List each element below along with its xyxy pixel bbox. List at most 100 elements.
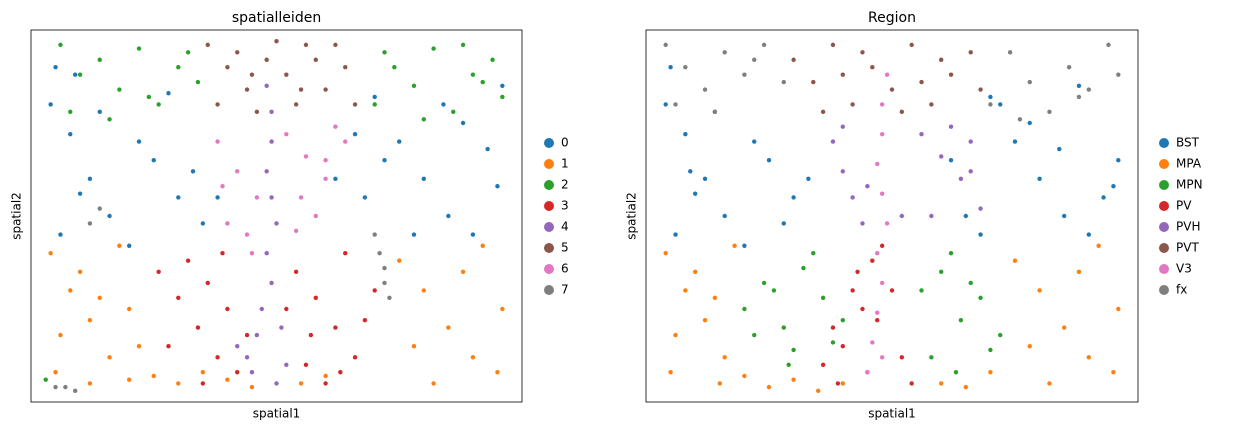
y-axis-label: spatial2 [10,192,24,240]
legend-marker [544,180,554,190]
point [156,102,161,107]
point [840,169,845,174]
legend-marker [544,243,554,253]
point [215,355,220,360]
point [860,221,865,226]
point [352,355,358,360]
point [899,109,905,115]
point [786,362,791,367]
point [293,102,299,107]
point [308,332,314,338]
point [136,139,142,144]
point [761,280,767,286]
point [244,355,250,360]
point [303,362,309,367]
point [717,381,722,386]
point [1047,381,1052,386]
legend-marker [544,201,554,211]
point [323,381,328,386]
point [988,94,993,100]
point [460,269,466,274]
axes-frame [645,29,1139,403]
point [421,117,426,122]
point [293,269,299,274]
point [939,57,944,62]
point [884,72,890,77]
point [446,213,451,219]
point [382,50,387,55]
point [909,42,914,48]
legend-marker [1159,285,1169,295]
x-axis-label: spatial1 [868,407,916,421]
point [879,243,885,248]
point [840,317,845,323]
point [303,154,309,159]
point [397,258,402,263]
point [855,269,860,274]
point [958,176,964,181]
point [254,332,260,338]
point [668,65,673,70]
point [875,310,880,315]
point [97,109,102,115]
point [372,102,377,107]
point [919,79,924,85]
point [875,317,880,323]
point [200,370,206,375]
point [766,384,772,390]
legend-label: MPA [1176,157,1202,171]
point [1116,158,1121,163]
point [1057,146,1062,152]
point [879,131,885,137]
point [693,269,698,274]
point [156,269,161,274]
legend-label: PVH [1176,220,1200,234]
point [742,373,747,379]
point [840,344,845,349]
point [441,102,446,107]
point [323,373,328,379]
point [392,65,397,70]
point [485,146,490,152]
point [343,65,348,70]
point [712,109,718,115]
point [742,306,747,312]
point [313,295,318,301]
point [372,94,377,100]
point [244,232,250,237]
point [968,50,973,55]
point [190,169,196,174]
point [988,370,993,375]
point [107,117,112,122]
legend-label: PVT [1176,241,1199,255]
point [87,381,93,386]
point [929,355,934,360]
point [53,65,58,70]
point [382,158,387,163]
point [269,109,274,115]
point [752,139,757,144]
point [1106,42,1111,48]
point [998,102,1003,107]
point [939,154,944,159]
point [1086,232,1092,237]
point [968,280,973,286]
point [77,191,83,196]
point [127,306,132,312]
point [781,221,786,226]
point [411,344,417,349]
point [929,102,934,107]
point [58,42,63,48]
point [205,280,210,286]
legend-label: BST [1176,136,1200,150]
point [269,195,274,200]
point [820,109,826,115]
point [269,280,274,286]
point [269,139,274,144]
point [673,102,678,107]
point [117,87,122,92]
point [816,388,821,394]
point [480,243,485,248]
point [500,83,505,89]
point [215,139,220,144]
